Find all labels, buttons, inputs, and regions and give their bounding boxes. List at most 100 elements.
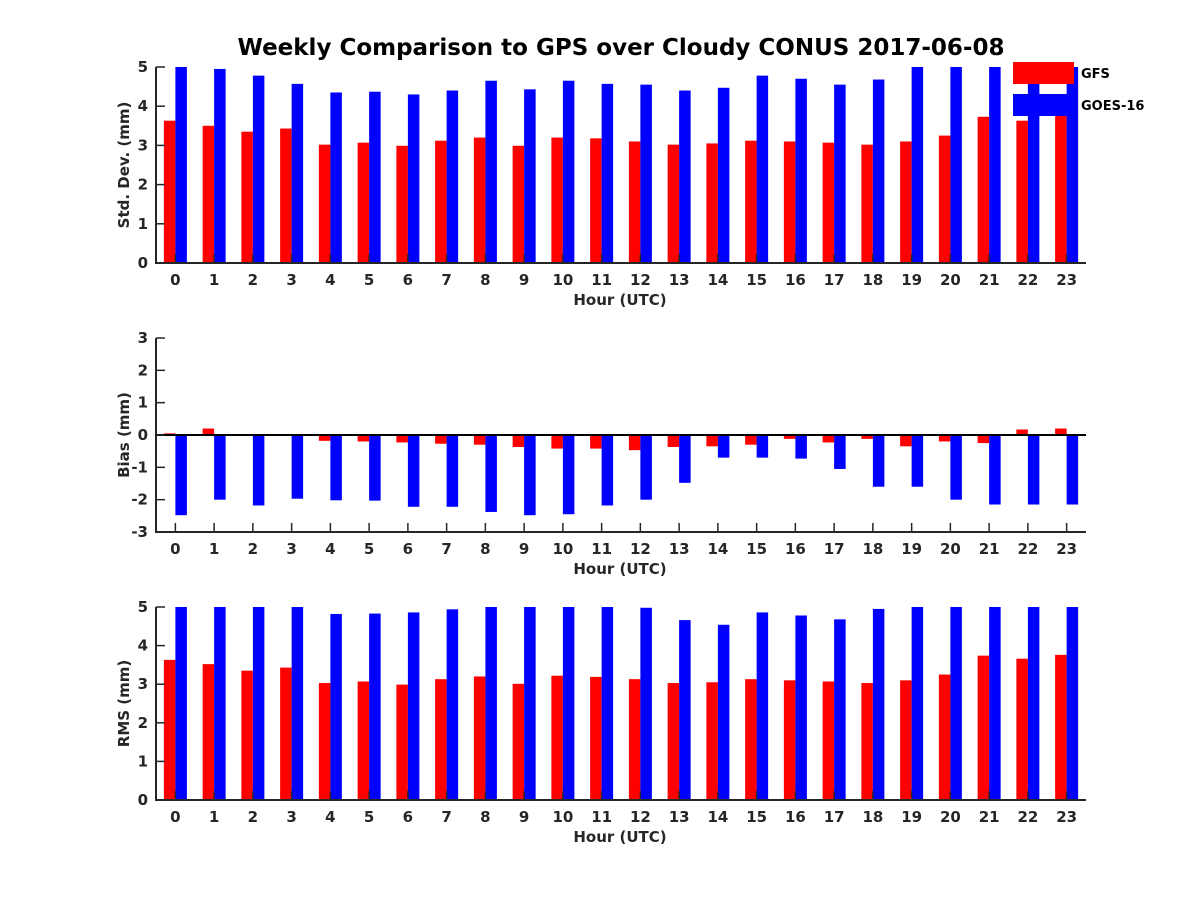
bar-goes-16-hour-10 [562,435,575,515]
bar-gfs-hour-5 [357,142,370,263]
bar-gfs-hour-9 [512,145,525,263]
x-tick-label: 11 [591,540,612,558]
x-tick-label: 4 [325,271,335,289]
bar-gfs-hour-15 [745,679,757,800]
bar-gfs-hour-16 [783,680,796,800]
y-tick-label: 2 [138,361,148,379]
x-tick-label: 5 [364,271,374,289]
bar-goes-16-hour-4 [330,613,342,800]
y-axis-label: Bias (mm) [115,392,133,478]
bar-goes-16-hour-8 [485,607,497,800]
bar-gfs-hour-8 [473,137,486,263]
x-tick-label: 19 [901,808,922,826]
bar-gfs-hour-13 [667,144,680,263]
bar-goes-16-hour-14 [717,624,730,800]
x-tick-label: 6 [403,540,413,558]
bar-gfs-hour-6 [396,435,408,443]
bar-gfs-hour-11 [590,676,602,800]
bar-gfs-hour-4 [318,683,331,800]
y-axis-label: Std. Dev. (mm) [115,102,133,229]
bar-goes-16-hour-20 [950,67,962,263]
x-tick-label: 8 [480,540,490,558]
bar-gfs-hour-8 [473,676,486,800]
bar-goes-16-hour-1 [214,435,226,500]
bar-goes-16-hour-8 [485,80,497,263]
legend-label-goes-16: GOES-16 [1081,99,1144,114]
y-tick-label: -1 [131,458,148,476]
x-tick-label: 21 [979,540,1000,558]
bar-goes-16-hour-11 [601,435,614,506]
bar-gfs-hour-9 [512,435,525,447]
x-tick-label: 22 [1017,808,1038,826]
legend-label-gfs: GFS [1081,67,1110,82]
y-tick-label: 1 [138,394,148,412]
x-tick-label: 2 [248,271,258,289]
bar-gfs-hour-10 [551,435,563,449]
bar-gfs-hour-4 [318,144,331,263]
bar-gfs-hour-14 [706,143,718,263]
bar-gfs-hour-16 [783,435,796,439]
x-tick-label: 20 [940,808,961,826]
bar-gfs-hour-17 [822,142,835,263]
x-tick-label: 3 [286,540,296,558]
x-tick-label: 11 [591,271,612,289]
x-tick-label: 23 [1056,540,1077,558]
bar-goes-16-hour-23 [1066,607,1079,800]
bar-goes-16-hour-19 [911,67,924,263]
bar-goes-16-hour-17 [834,84,846,263]
bar-gfs-hour-18 [861,683,873,800]
bar-goes-16-hour-5 [369,435,381,501]
x-tick-label: 22 [1017,540,1038,558]
bar-gfs-hour-23 [1055,654,1067,800]
x-tick-label: 12 [630,808,651,826]
y-tick-label: 0 [138,254,148,272]
x-tick-label: 15 [746,808,767,826]
bar-gfs-hour-22 [1016,429,1028,435]
chart-title: Weekly Comparison to GPS over Cloudy CON… [238,35,1005,61]
bar-gfs-hour-21 [977,116,990,263]
x-tick-label: 16 [785,540,806,558]
x-tick-label: 7 [441,808,451,826]
bar-goes-16-hour-7 [446,90,459,264]
bar-goes-16-hour-0 [175,67,187,263]
x-tick-label: 6 [403,808,413,826]
bar-gfs-hour-12 [628,141,641,263]
x-tick-label: 21 [979,271,1000,289]
x-tick-label: 18 [862,540,883,558]
x-tick-label: 21 [979,808,1000,826]
y-tick-label: 2 [138,176,148,194]
bar-goes-16-hour-16 [795,78,807,263]
x-tick-label: 12 [630,271,651,289]
bar-goes-16-hour-23 [1066,435,1079,505]
bar-gfs-hour-0 [163,120,176,263]
bar-goes-16-hour-9 [524,607,536,800]
bar-goes-16-hour-19 [911,607,924,800]
y-tick-label: 3 [138,675,148,693]
x-tick-label: 3 [286,808,296,826]
bar-gfs-hour-20 [938,674,951,800]
bar-gfs-hour-18 [861,435,873,439]
bar-gfs-hour-21 [977,655,990,800]
bar-goes-16-hour-22 [1027,607,1040,800]
x-tick-label: 12 [630,540,651,558]
y-tick-label: -2 [131,491,148,509]
x-tick-label: 14 [707,271,728,289]
bar-gfs-hour-13 [667,435,680,447]
bar-goes-16-hour-5 [369,91,381,263]
x-tick-label: 11 [591,808,612,826]
bar-goes-16-hour-14 [717,87,730,263]
bar-goes-16-hour-19 [911,435,924,487]
bar-gfs-hour-19 [900,141,912,263]
bar-goes-16-hour-9 [524,89,536,263]
x-tick-label: 23 [1056,808,1077,826]
x-tick-label: 17 [824,808,845,826]
bar-goes-16-hour-1 [214,607,226,800]
bar-gfs-hour-6 [396,684,408,800]
bar-gfs-hour-0 [163,659,176,800]
bar-goes-16-hour-15 [756,75,769,264]
x-tick-label: 8 [480,271,490,289]
bar-gfs-hour-14 [706,682,718,800]
x-tick-label: 9 [519,271,529,289]
